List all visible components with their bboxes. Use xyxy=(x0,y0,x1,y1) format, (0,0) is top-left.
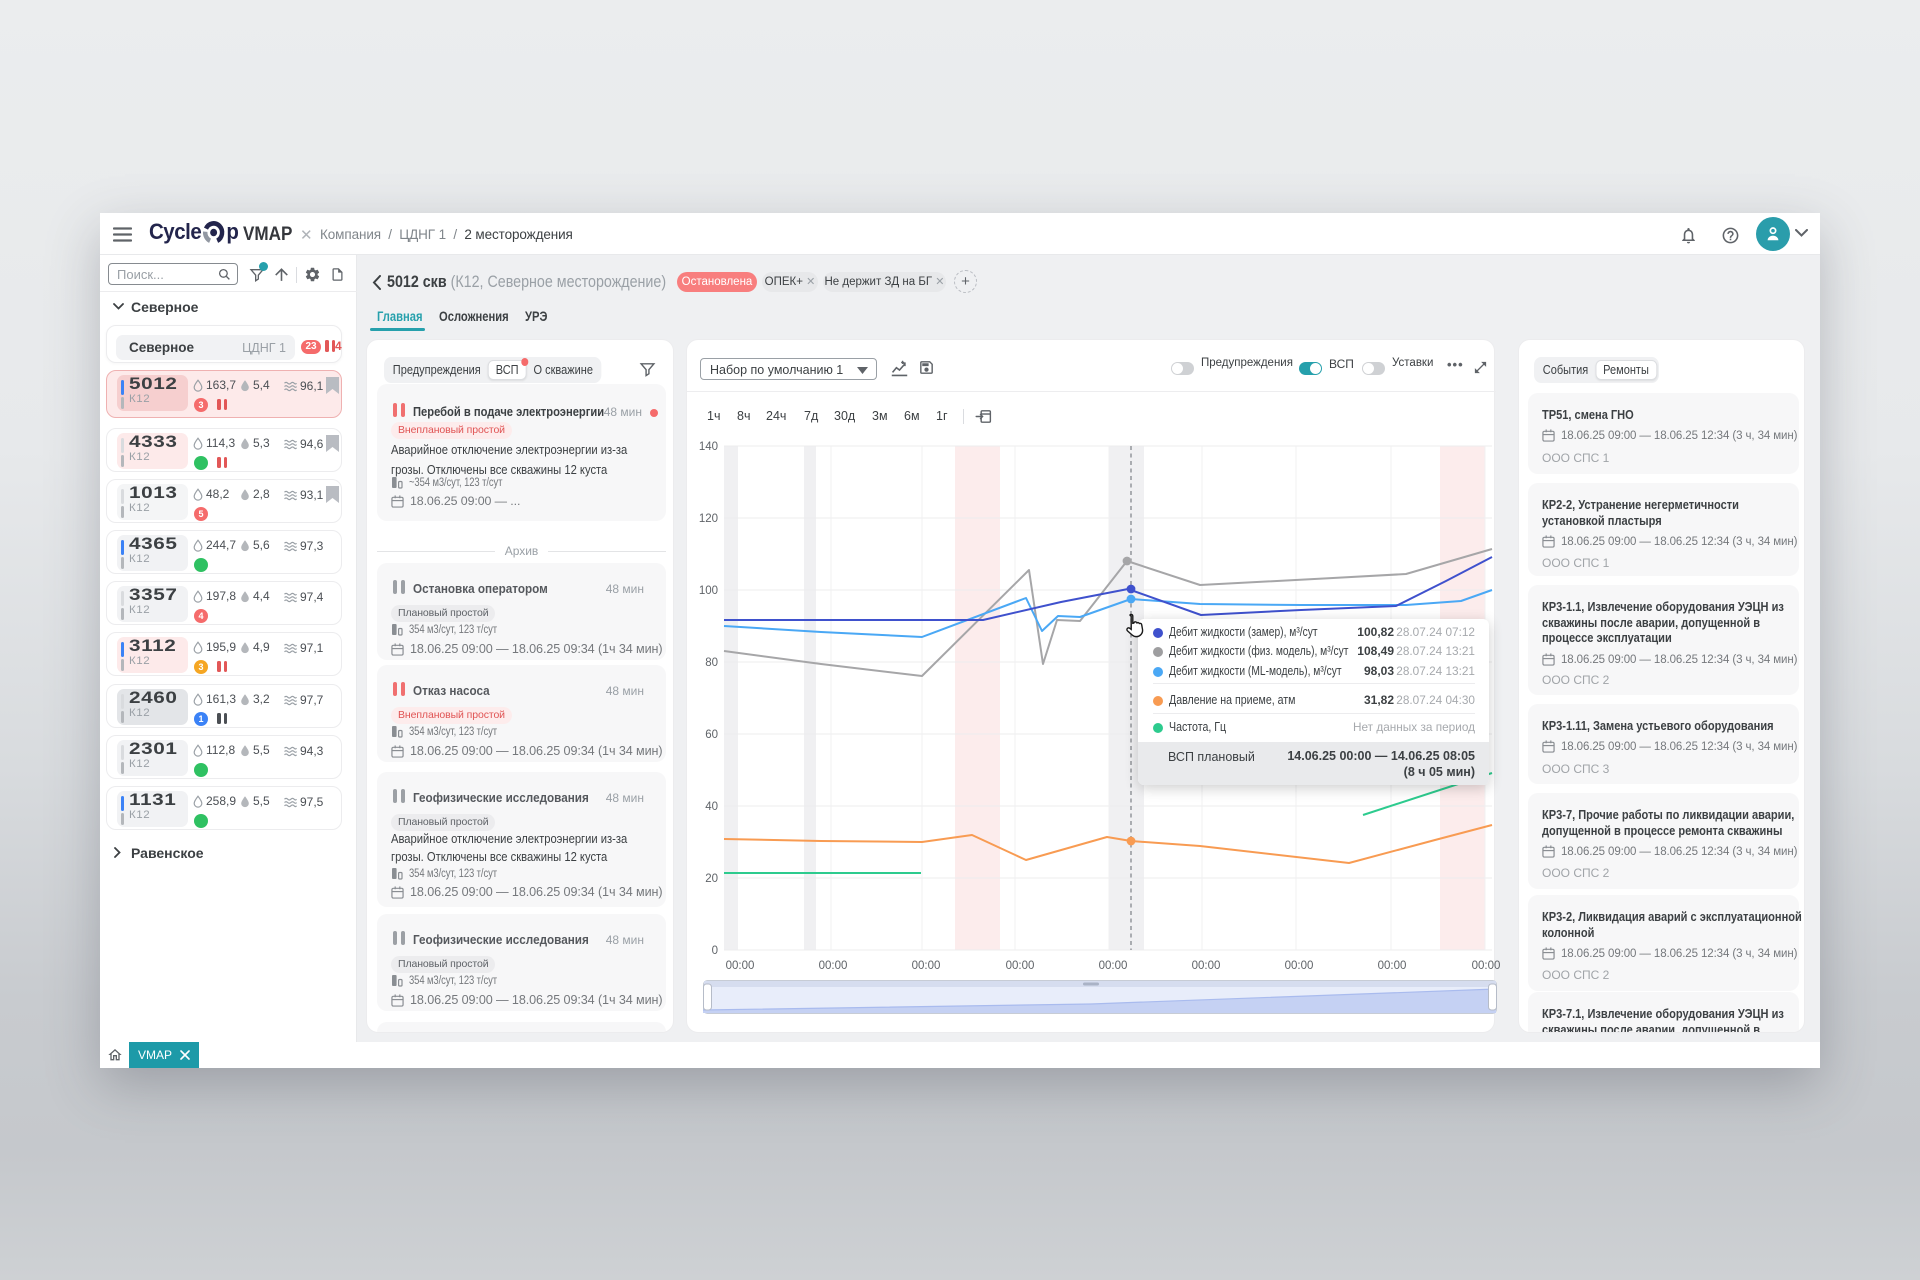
svg-text:00:00: 00:00 xyxy=(1285,960,1314,972)
svg-text:00:00: 00:00 xyxy=(1192,960,1221,972)
svg-text:0: 0 xyxy=(712,945,718,957)
svg-text:00:00: 00:00 xyxy=(1006,960,1035,972)
svg-text:00:00: 00:00 xyxy=(819,960,848,972)
svg-text:00:00: 00:00 xyxy=(726,960,755,972)
svg-text:00:00: 00:00 xyxy=(1472,960,1501,972)
svg-text:100: 100 xyxy=(699,585,718,597)
svg-text:140: 140 xyxy=(699,441,718,453)
svg-text:120: 120 xyxy=(699,513,718,525)
svg-text:80: 80 xyxy=(705,657,718,669)
svg-text:60: 60 xyxy=(705,729,718,741)
svg-text:40: 40 xyxy=(705,801,718,813)
svg-text:00:00: 00:00 xyxy=(1099,960,1128,972)
svg-text:00:00: 00:00 xyxy=(1378,960,1407,972)
svg-text:00:00: 00:00 xyxy=(912,960,941,972)
svg-text:20: 20 xyxy=(705,873,718,885)
